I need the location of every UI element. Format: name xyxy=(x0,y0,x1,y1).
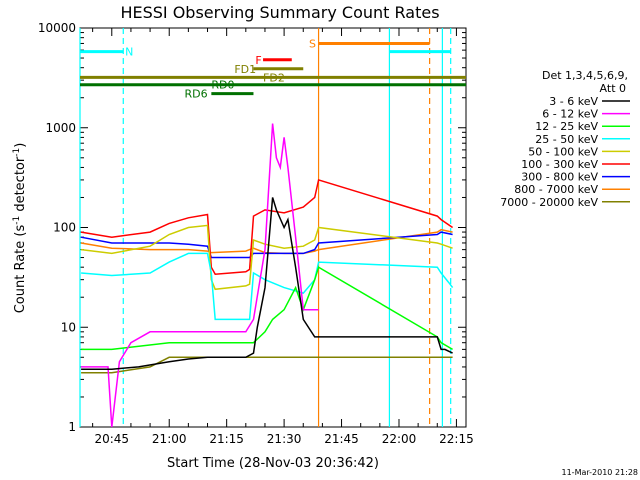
series-line xyxy=(80,178,454,275)
date-stamp: 11-Mar-2010 21:28 xyxy=(562,468,639,477)
x-axis: 20:45 21:00 21:15 21:30 21:45 22:00 22:15 xyxy=(92,28,474,446)
y-axis-label-sup-2: -1 xyxy=(12,148,22,157)
y-axis-label-sup-1: -1 xyxy=(12,216,22,225)
legend-label: 800 - 7000 keV xyxy=(514,183,598,196)
state-bar-label: RD0 xyxy=(211,79,234,92)
legend-label: 50 - 100 keV xyxy=(528,145,598,158)
legend-label: 12 - 25 keV xyxy=(535,120,598,133)
y-tick-label: 1000 xyxy=(45,121,76,135)
legend-label: 3 - 6 keV xyxy=(549,95,598,108)
x-tick-label: 21:45 xyxy=(324,432,359,446)
x-tick-label: 21:15 xyxy=(209,432,244,446)
y-tick-label: 1 xyxy=(68,420,76,434)
y-tick-label: 10 xyxy=(61,320,76,334)
y-axis-label-mid: detector xyxy=(13,156,28,216)
state-bar-label: F xyxy=(255,54,261,67)
series-line xyxy=(81,356,453,374)
x-tick-label: 22:00 xyxy=(382,432,417,446)
state-bar-label: FD1 xyxy=(234,63,256,76)
x-tick-label: 21:30 xyxy=(267,432,302,446)
legend-label: 7000 - 20000 keV xyxy=(500,196,598,209)
legend-label: 300 - 800 keV xyxy=(521,171,598,184)
legend-label: 6 - 12 keV xyxy=(542,108,598,121)
state-bar-label: N xyxy=(125,46,133,59)
series-line xyxy=(81,123,319,428)
state-bar-label: FD2 xyxy=(263,71,285,84)
legend-title-2: Att 0 xyxy=(600,82,626,95)
y-tick-label: 10000 xyxy=(38,21,76,35)
x-tick-label: 20:45 xyxy=(94,432,129,446)
x-tick-label: 22:15 xyxy=(439,432,474,446)
y-axis-label: Count Rate (s-1 detector-1) xyxy=(12,143,28,314)
data-series xyxy=(80,123,454,428)
y-axis-label-main: Count Rate (s xyxy=(13,225,28,314)
series-line xyxy=(81,252,454,321)
chart-title: HESSI Observing Summary Count Rates xyxy=(120,3,439,22)
state-bar-label: S xyxy=(309,37,316,50)
legend-label: 25 - 50 keV xyxy=(535,133,598,146)
x-tick-label: 21:00 xyxy=(152,432,187,446)
y-axis: 1 10 100 1000 10000 xyxy=(38,21,466,434)
series-line xyxy=(81,197,453,370)
series-line xyxy=(81,224,453,291)
legend-label: 100 - 300 keV xyxy=(521,158,598,171)
state-bar-label: RD6 xyxy=(185,88,208,101)
legend-title-1: Det 1,3,4,5,6,9, xyxy=(542,69,628,82)
x-axis-label: Start Time (28-Nov-03 20:36:42) xyxy=(167,456,379,471)
series-line xyxy=(81,266,453,351)
y-tick-label: 100 xyxy=(53,221,76,235)
y-axis-label-end: ) xyxy=(13,143,28,148)
